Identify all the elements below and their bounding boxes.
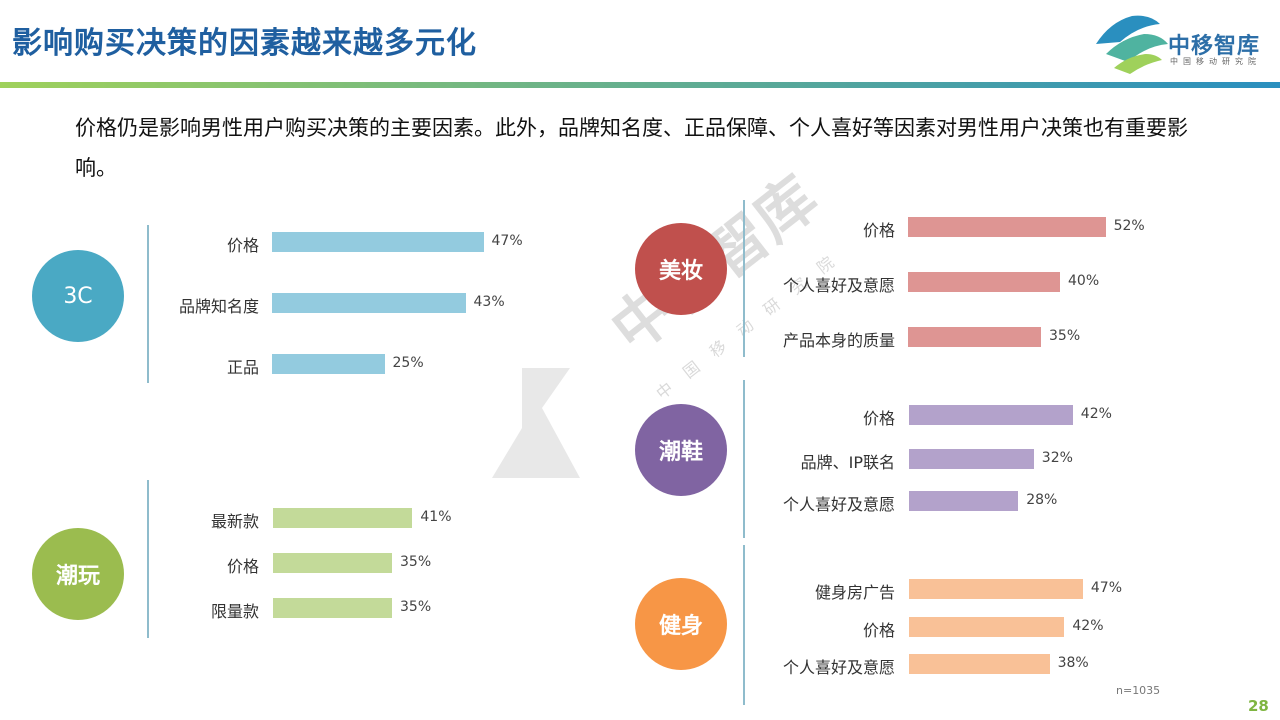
intro-text: 价格仍是影响男性用户购买决策的主要因素。此外，品牌知名度、正品保障、个人喜好等因… — [75, 116, 1188, 180]
bar-value-label: 32% — [1041, 450, 1073, 466]
bar-value-label: 35% — [1049, 328, 1081, 344]
bar-label: 价格 — [862, 221, 895, 240]
bar-value-label: 42% — [1080, 406, 1112, 422]
header-divider — [0, 82, 1280, 88]
bar — [273, 553, 392, 573]
bar-value-label: 41% — [420, 509, 452, 525]
category-circle-3: 潮鞋 — [635, 404, 727, 496]
bar-label: 品牌、IP联名 — [800, 453, 895, 472]
bar-label: 价格 — [226, 557, 259, 576]
bar — [909, 654, 1050, 674]
bar — [909, 579, 1083, 599]
bar-value-label: 38% — [1057, 655, 1089, 671]
panel-divider-line — [743, 380, 745, 538]
page-title: 影响购买决策的因素越来越多元化 — [12, 26, 477, 61]
bar — [272, 232, 484, 252]
logo-subtitle: 中国移动研究院 — [1170, 57, 1261, 66]
bar-value-label: 47% — [491, 233, 523, 249]
page-number: 28 — [1248, 697, 1269, 715]
bar — [909, 449, 1034, 469]
bar-label: 最新款 — [210, 512, 259, 531]
panel-divider-line — [147, 225, 149, 383]
bar-value-label: 42% — [1072, 618, 1104, 634]
bar-label: 价格 — [862, 409, 895, 428]
bar — [908, 327, 1041, 347]
bar-value-label: 47% — [1090, 580, 1123, 596]
bar-value-label: 52% — [1113, 218, 1145, 234]
bar — [908, 272, 1060, 292]
bar — [273, 508, 413, 528]
bar-value-label: 35% — [400, 554, 432, 570]
category-circle-2: 美妆 — [635, 223, 727, 315]
sample-size-note: n=1035 — [1116, 684, 1161, 697]
bar-label: 品牌知名度 — [178, 297, 259, 316]
bar-label: 个人喜好及意愿 — [782, 495, 895, 514]
bar-label: 价格 — [862, 621, 895, 640]
logo-icon — [1096, 15, 1168, 74]
bar-label: 个人喜好及意愿 — [782, 658, 895, 677]
bar-value-label: 35% — [400, 599, 432, 615]
category-circle-1: 潮玩 — [32, 528, 124, 620]
category-circle-4: 健身 — [635, 578, 727, 670]
bar-label: 健身房广告 — [814, 583, 895, 602]
bar-label: 个人喜好及意愿 — [782, 276, 895, 295]
bar-value-label: 28% — [1026, 492, 1058, 508]
bar-value-label: 43% — [473, 294, 505, 310]
category-circle-0: 3C — [32, 250, 124, 342]
bar-label: 产品本身的质量 — [782, 331, 895, 350]
panel-divider-line — [147, 480, 149, 638]
bar-value-label: 40% — [1068, 273, 1100, 289]
bar — [272, 354, 385, 374]
bar — [908, 217, 1106, 237]
logo-name: 中移智库 — [1168, 34, 1261, 59]
watermark-shape — [492, 368, 580, 478]
bar — [272, 293, 466, 313]
bar — [909, 405, 1073, 425]
panel-divider-line — [743, 545, 745, 705]
bar — [909, 491, 1019, 511]
bar-label: 正品 — [226, 358, 259, 377]
bar — [273, 598, 392, 618]
bar-value-label: 25% — [392, 355, 424, 371]
panel-divider-line — [743, 200, 745, 357]
bar-label: 价格 — [226, 236, 259, 255]
bar-label: 限量款 — [210, 602, 259, 621]
bar — [909, 617, 1065, 637]
